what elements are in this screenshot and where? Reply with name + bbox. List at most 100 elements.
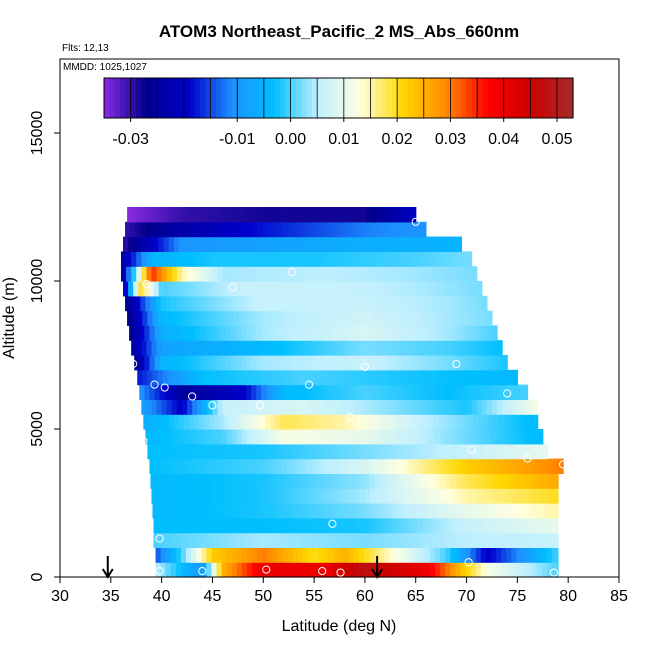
heatmap-cell — [367, 384, 374, 400]
heatmap-cell — [434, 458, 440, 474]
heatmap-cell — [473, 414, 480, 430]
heatmap-cell — [161, 340, 168, 356]
heatmap-cell — [453, 517, 460, 534]
heatmap-cell — [478, 414, 485, 430]
heatmap-cell — [294, 369, 301, 386]
heatmap-cell — [338, 547, 345, 563]
heatmap-cell — [436, 266, 442, 282]
heatmap-cell — [435, 562, 441, 578]
heatmap-cell — [305, 517, 312, 534]
heatmap-cell — [410, 266, 417, 282]
heatmap-cell — [175, 473, 182, 489]
heatmap-cell — [493, 517, 500, 534]
heatmap-cell — [485, 473, 492, 489]
heatmap-cell — [166, 399, 173, 415]
heatmap-cell — [378, 458, 384, 474]
heatmap-cell — [307, 295, 314, 312]
heatmap-cell — [178, 517, 185, 534]
heatmap-cell — [191, 547, 197, 563]
heatmap-cell — [269, 310, 276, 326]
heatmap-cell — [228, 369, 235, 386]
heatmap-cell — [260, 281, 266, 297]
heatmap-cell — [188, 443, 194, 460]
heatmap-cell — [351, 281, 358, 297]
heatmap-cell — [388, 458, 394, 474]
heatmap-cell — [499, 517, 505, 534]
heatmap-cell — [305, 532, 312, 548]
colorbar-segment — [237, 78, 244, 118]
heatmap-cell — [456, 266, 463, 282]
heatmap-cell — [368, 295, 375, 312]
heatmap-cell — [178, 414, 185, 430]
heatmap-cell — [350, 369, 357, 386]
colorbar-tick-label: 0.05 — [541, 131, 572, 148]
heatmap-cell — [262, 473, 268, 489]
sample-point — [360, 362, 370, 371]
heatmap-cell — [483, 517, 490, 534]
heatmap-cell — [280, 532, 287, 548]
heatmap-cell — [553, 503, 559, 519]
heatmap-cell — [203, 369, 209, 386]
heatmap-cell — [309, 399, 315, 415]
heatmap-cell — [270, 532, 277, 548]
heatmap-cell — [224, 532, 231, 548]
flight-arrow — [101, 556, 114, 579]
heatmap-cell — [405, 340, 412, 356]
heatmap-cell — [272, 562, 279, 578]
heatmap-cell — [499, 532, 505, 548]
heatmap-cell — [212, 488, 219, 504]
heatmap-cell — [404, 429, 411, 445]
heatmap-cell — [147, 310, 154, 326]
heatmap-cell — [297, 429, 304, 445]
heatmap-cell — [417, 414, 424, 430]
colorbar-segment — [114, 78, 121, 118]
heatmap-cell — [125, 221, 131, 238]
colorbar-segment — [546, 78, 553, 118]
heatmap-cell — [250, 414, 256, 430]
heatmap-cell — [226, 221, 233, 238]
heatmap-cell — [198, 443, 204, 460]
heatmap-cell — [240, 384, 247, 400]
heatmap-cell — [311, 414, 317, 430]
heatmap-cell — [519, 414, 526, 430]
heatmap-cell — [488, 532, 495, 548]
heatmap-cell — [287, 429, 294, 445]
heatmap-cell — [226, 562, 233, 578]
heatmap-cell — [447, 310, 453, 326]
heatmap-cell — [331, 517, 338, 534]
heatmap-cell — [471, 488, 478, 504]
heatmap-cell — [505, 384, 511, 400]
heatmap-cell — [557, 547, 559, 563]
heatmap-cell — [450, 547, 456, 563]
sample-point — [139, 436, 148, 445]
heatmap-cell — [551, 562, 558, 578]
heatmap-cell — [274, 207, 281, 223]
heatmap-cell — [188, 503, 194, 519]
heatmap-cell — [436, 340, 442, 356]
heatmap-cell — [457, 503, 464, 519]
heatmap-cell — [181, 488, 188, 504]
heatmap-cell — [533, 503, 540, 519]
sample-point — [464, 558, 473, 567]
heatmap-cell — [162, 369, 169, 386]
heatmap-cell — [301, 384, 308, 400]
heatmap-cell — [312, 325, 318, 341]
heatmap-cell — [163, 414, 170, 430]
heatmap-cell — [177, 503, 184, 519]
heatmap-cell — [450, 562, 456, 578]
heatmap-cell — [264, 207, 270, 223]
heatmap-cell — [223, 503, 230, 519]
colorbar-tick-label: 0.01 — [328, 131, 359, 148]
heatmap-cell — [397, 517, 404, 534]
heatmap-cell — [399, 473, 406, 489]
heatmap-cell — [150, 221, 157, 238]
heatmap-cell — [339, 251, 346, 267]
heatmap-cell — [365, 207, 372, 223]
x-tick-label: 70 — [458, 588, 476, 605]
heatmap-cell — [323, 547, 329, 563]
heatmap-cell — [176, 488, 183, 504]
heatmap-cell — [281, 325, 288, 341]
heatmap-cell — [351, 532, 358, 548]
heatmap-cell — [167, 443, 174, 460]
heatmap-cell — [366, 517, 373, 534]
